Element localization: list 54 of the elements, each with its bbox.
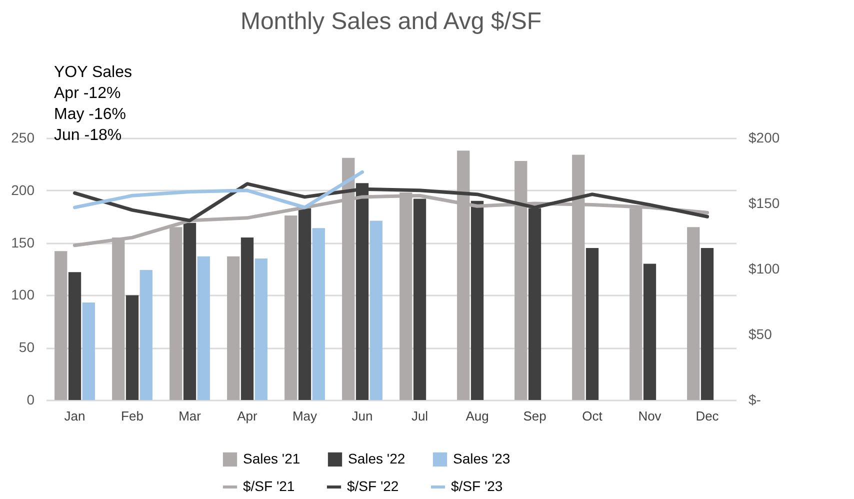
annotation: Jun -18% [54,127,122,144]
x-tick-label: Dec [696,408,720,424]
bar [470,200,484,400]
x-tick-label: Feb [121,408,144,424]
x-tick-label: Aug [466,408,489,424]
y2-tick-label: $150 [748,195,780,211]
y-tick-label: 0 [26,392,35,408]
x-tick-label: Nov [638,408,662,424]
y-tick-label: 50 [18,339,35,356]
bar [140,270,152,400]
x-tick-label: Jul [411,408,428,424]
text: Apr -12% [54,85,121,102]
bar [227,256,240,400]
x-tick-label: Jan [64,408,86,424]
y-tick-label: 100 [11,286,35,303]
bar [413,198,426,400]
y2-tick-label: $100 [748,260,780,276]
x-tick-label: Jun [352,408,373,424]
x-tick-label: Mar [178,408,202,424]
line-series [73,170,364,210]
legend-label: $/SF '23 [451,478,503,494]
x-tick-label: Oct [582,408,603,424]
bar [700,248,714,400]
bar [643,264,656,400]
legend-label: Sales '21 [243,450,300,466]
bar [370,220,382,400]
legend-label: $/SF '21 [243,478,295,494]
legend-label: Sales '23 [453,450,510,466]
x-tick-label: Sep [523,408,546,424]
legend-label: Sales '22 [348,450,406,466]
y2-tick-label: $200 [748,130,780,146]
chart-title: Monthly Sales and Avg $/SF [240,8,542,35]
y-tick-label: 250 [11,130,35,146]
bar [54,251,68,400]
y2-tick-label: $- [748,392,762,408]
bar [254,258,268,400]
bar [240,238,254,400]
bar [298,208,312,400]
text: YOY Sales [54,64,132,81]
y2-tick-label: $50 [748,326,772,342]
bar [197,256,210,400]
bar [284,216,298,400]
x-tick-label: Apr [237,408,258,424]
y-tick-label: 150 [11,234,35,250]
bar [68,272,82,400]
legend-label: $/SF '22 [347,478,399,494]
bar [586,248,599,400]
bar [126,295,139,400]
bar [687,227,700,400]
bar [82,302,95,400]
bar [312,228,325,400]
y-tick-label: 200 [11,182,35,198]
text: May -16% [54,106,126,123]
x-tick-label: May [292,408,318,424]
